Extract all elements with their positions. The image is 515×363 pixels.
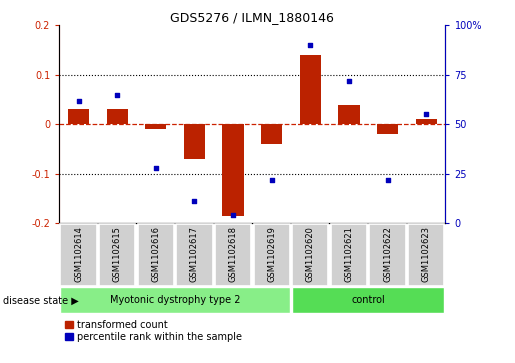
Bar	[261, 124, 282, 144]
Bar	[222, 124, 244, 216]
Text: GSM1102622: GSM1102622	[383, 226, 392, 282]
Text: GSM1102617: GSM1102617	[190, 226, 199, 282]
FancyBboxPatch shape	[292, 224, 329, 286]
FancyBboxPatch shape	[60, 224, 97, 286]
FancyBboxPatch shape	[408, 224, 444, 286]
Point	[113, 92, 122, 98]
Text: Myotonic dystrophy type 2: Myotonic dystrophy type 2	[110, 295, 241, 305]
Text: GSM1102620: GSM1102620	[306, 226, 315, 282]
FancyBboxPatch shape	[60, 287, 290, 313]
Text: GSM1102623: GSM1102623	[422, 226, 431, 282]
Text: GSM1102619: GSM1102619	[267, 226, 276, 282]
FancyBboxPatch shape	[99, 224, 135, 286]
Bar	[107, 110, 128, 124]
Point	[74, 98, 82, 103]
Text: GSM1102616: GSM1102616	[151, 226, 160, 282]
Bar	[416, 119, 437, 124]
Point	[383, 177, 392, 183]
FancyBboxPatch shape	[292, 287, 444, 313]
FancyBboxPatch shape	[369, 224, 406, 286]
FancyBboxPatch shape	[176, 224, 213, 286]
Bar	[184, 124, 205, 159]
FancyBboxPatch shape	[331, 224, 367, 286]
Point	[345, 78, 353, 84]
Point	[152, 165, 160, 171]
Point	[229, 212, 237, 218]
FancyBboxPatch shape	[138, 224, 174, 286]
Bar	[377, 124, 398, 134]
Text: GSM1102615: GSM1102615	[113, 226, 122, 282]
Text: GSM1102618: GSM1102618	[229, 226, 237, 282]
Text: control: control	[351, 295, 385, 305]
Bar	[300, 55, 321, 124]
Text: GSM1102621: GSM1102621	[345, 226, 353, 282]
Bar	[68, 110, 89, 124]
Bar	[145, 124, 166, 129]
FancyBboxPatch shape	[215, 224, 251, 286]
Point	[268, 177, 276, 183]
Text: disease state ▶: disease state ▶	[3, 295, 78, 305]
Point	[306, 42, 314, 48]
Legend: transformed count, percentile rank within the sample: transformed count, percentile rank withi…	[64, 319, 243, 343]
Bar	[338, 105, 359, 124]
Title: GDS5276 / ILMN_1880146: GDS5276 / ILMN_1880146	[170, 11, 334, 24]
Text: GSM1102614: GSM1102614	[74, 226, 83, 282]
Point	[422, 111, 431, 117]
Point	[191, 199, 199, 204]
FancyBboxPatch shape	[253, 224, 290, 286]
